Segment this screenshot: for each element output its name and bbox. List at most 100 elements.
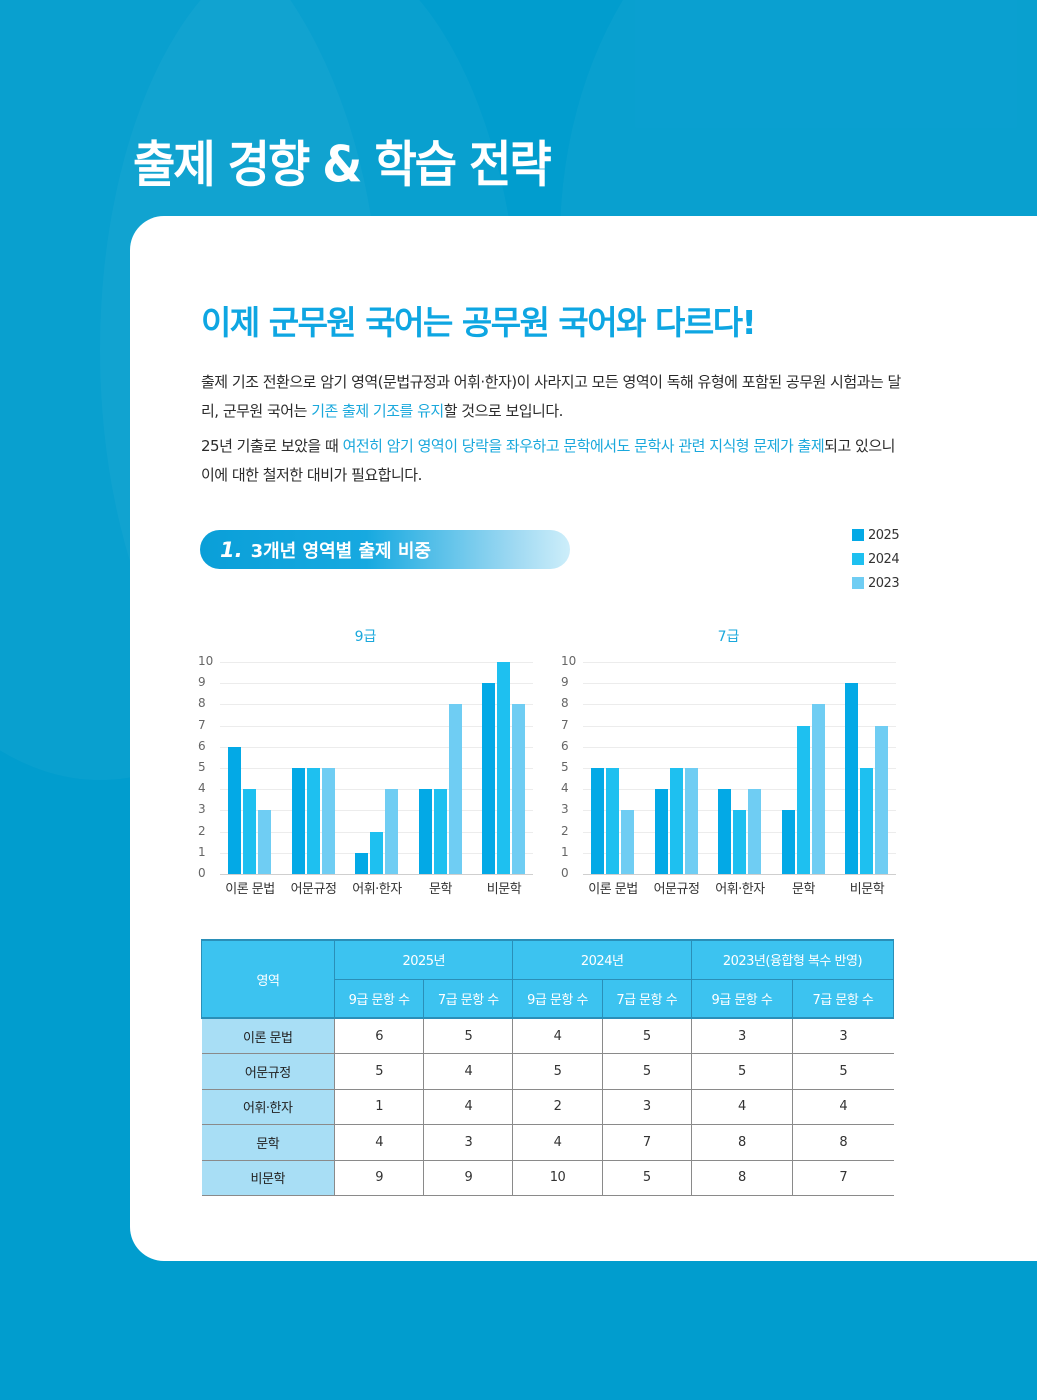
legend-swatch-icon	[852, 529, 864, 541]
table-row: 비문학 9 9 10 5 8 7	[201, 1160, 894, 1196]
cell: 4	[333, 1124, 424, 1161]
cell: 6	[333, 1017, 424, 1054]
x-tick-label: 문학	[792, 882, 815, 897]
x-tick-label: 어문규정	[653, 882, 700, 897]
sub-header: 9급 문항 수	[333, 978, 425, 1019]
highlighted-text: 기존 출제 기조를 유지	[311, 402, 444, 420]
x-tick-label: 어휘·한자	[715, 882, 765, 897]
cell: 4	[690, 1089, 793, 1125]
chart-title: 9급	[354, 629, 377, 645]
legend-swatch-icon	[852, 577, 864, 589]
bar-2023	[811, 704, 825, 874]
row-area: 이론 문법	[201, 1017, 335, 1054]
y-tick-label: 9	[561, 675, 569, 690]
bar-2025	[654, 789, 668, 874]
cell: 5	[423, 1017, 513, 1054]
cell: 4	[423, 1089, 513, 1125]
bar-2023	[258, 810, 271, 874]
y-tick-label: 10	[198, 654, 214, 668]
legend-item-2025: 2025	[852, 523, 900, 547]
cell: 5	[791, 1053, 894, 1090]
bar-2024	[370, 831, 383, 874]
y-tick-label: 1	[198, 844, 206, 859]
cell: 4	[791, 1089, 894, 1125]
gridline	[220, 768, 533, 769]
bar-2024	[497, 662, 510, 874]
y-tick-label: 8	[561, 696, 569, 711]
question-count-table: 영역 2025년 2024년 2023년(융합형 복수 반영) 9급 문항 수 …	[201, 939, 895, 1196]
cell: 7	[791, 1160, 894, 1196]
bar-2025	[291, 768, 305, 874]
bar-2023	[321, 768, 335, 874]
gridline	[220, 704, 533, 706]
intro-paragraph-1: 출제 기조 전환으로 암기 영역(문법규정과 어휘·한자)이 사라지고 모든 영…	[201, 368, 901, 426]
cell: 5	[690, 1053, 793, 1090]
bar-2025	[781, 810, 795, 874]
bar-2024	[860, 768, 873, 874]
section-title: 3개년 영역별 출제 비중	[250, 540, 431, 562]
bar-2024	[669, 768, 683, 874]
cell: 3	[690, 1017, 793, 1054]
cell: 5	[601, 1053, 692, 1090]
legend-swatch-icon	[852, 553, 864, 565]
y-tick-label: 2	[198, 823, 206, 838]
gridline	[583, 683, 896, 685]
y-tick-label: 1	[561, 844, 569, 859]
cell: 10	[512, 1160, 603, 1196]
legend-item-2024: 2024	[852, 547, 900, 571]
cell: 4	[512, 1017, 603, 1054]
section-number: 1.	[220, 537, 243, 562]
bar-2023	[385, 789, 398, 874]
cell: 4	[512, 1124, 603, 1161]
gridline	[583, 662, 896, 663]
bar-2025	[228, 746, 241, 874]
cell: 2	[512, 1089, 603, 1125]
table-row: 어휘·한자 1 4 2 3 4 4	[201, 1089, 894, 1125]
table-row: 이론 문법 6 5 4 5 3 3	[201, 1017, 894, 1054]
intro-paragraph-2: 25년 기출로 보았을 때 여전히 암기 영역이 당락을 좌우하고 문학에서도 …	[201, 432, 901, 490]
bar-2025	[845, 683, 858, 874]
gridline	[220, 810, 533, 812]
legend-item-2023: 2023	[852, 571, 900, 595]
area-header: 영역	[201, 939, 335, 1019]
cell: 7	[601, 1124, 692, 1161]
row-area: 비문학	[201, 1160, 335, 1196]
y-tick-label: 3	[561, 802, 569, 817]
sub-header: 9급 문항 수	[690, 978, 793, 1019]
sub-header: 7급 문항 수	[423, 978, 514, 1019]
gridline	[220, 662, 533, 663]
x-tick-label: 이론 문법	[225, 882, 275, 897]
y-tick-label: 7	[198, 717, 206, 732]
gridline	[583, 746, 896, 748]
cell: 5	[601, 1160, 692, 1196]
sub-header: 7급 문항 수	[601, 978, 692, 1019]
cell: 9	[423, 1160, 513, 1196]
body-text: 할 것으로 보입니다.	[443, 402, 564, 420]
gridline	[220, 746, 533, 748]
row-area: 문학	[201, 1124, 335, 1161]
cell: 8	[791, 1124, 894, 1161]
row-area: 어휘·한자	[201, 1089, 335, 1125]
gridline	[220, 789, 533, 791]
y-tick-label: 4	[198, 781, 206, 796]
bar-2024	[243, 789, 256, 874]
bar-2025	[718, 789, 731, 874]
cell: 5	[601, 1017, 692, 1054]
y-tick-label: 0	[198, 866, 206, 880]
section-heading: 1. 3개년 영역별 출제 비중	[200, 530, 570, 569]
gridline	[583, 789, 896, 791]
bar-2024	[733, 810, 746, 874]
x-tick-label: 비문학	[486, 882, 522, 897]
body-text: 25년 기출로 보았을 때	[201, 437, 343, 455]
bar-2023	[621, 810, 634, 874]
x-axis-line	[583, 874, 896, 875]
bar-chart-grade7: 7급 0 1 2 3 4 5 6 7 8 9 10 이론 문법 어문규정 어휘·한자 문학 비문학	[561, 620, 896, 900]
y-tick-label: 2	[561, 823, 569, 838]
gridline	[583, 704, 896, 706]
gridline	[220, 725, 533, 727]
cell: 3	[423, 1124, 513, 1161]
x-tick-label: 이론 문법	[588, 882, 638, 897]
cell: 5	[333, 1053, 424, 1090]
bar-2025	[355, 852, 368, 874]
x-axis-line	[220, 874, 533, 875]
